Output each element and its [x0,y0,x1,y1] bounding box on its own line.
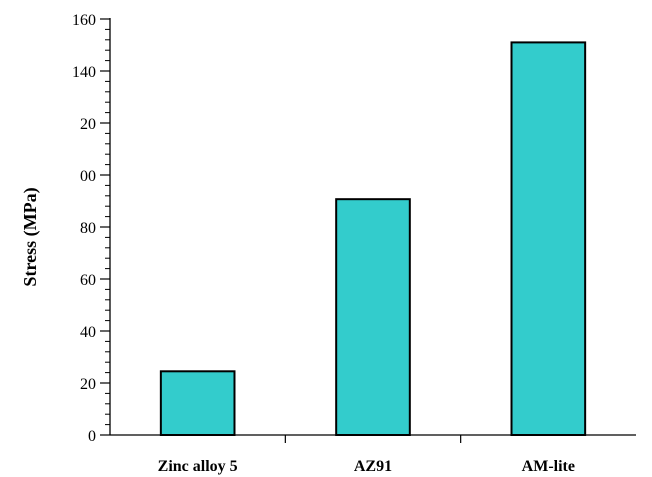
y-tick-label: 60 [80,272,96,289]
y-tick-label: 80 [80,220,96,237]
bar-az91 [335,198,411,436]
bar-am-lite [510,41,587,437]
y-tick-label: 00 [80,168,96,185]
y-tick-label: 20 [80,116,96,133]
bar-zinc-alloy-5 [159,370,236,436]
y-tick-label: 20 [80,376,96,393]
y-tick-label: 0 [88,428,96,445]
bars [159,41,587,437]
y-tick-label: 160 [72,12,96,29]
x-category-label: AZ91 [354,458,392,475]
y-tick-label: 40 [80,324,96,341]
x-category-label: Zinc alloy 5 [158,458,238,475]
y-axis-ticks: 0 20 40 60 80 00 20 140 160 [72,12,110,445]
x-category-label: AM-lite [522,458,575,475]
y-tick-label: 140 [72,64,96,81]
x-axis-ticks: Zinc alloy 5 AZ91 AM-lite [158,435,575,475]
y-axis-title: Stress (MPa) [20,187,41,286]
